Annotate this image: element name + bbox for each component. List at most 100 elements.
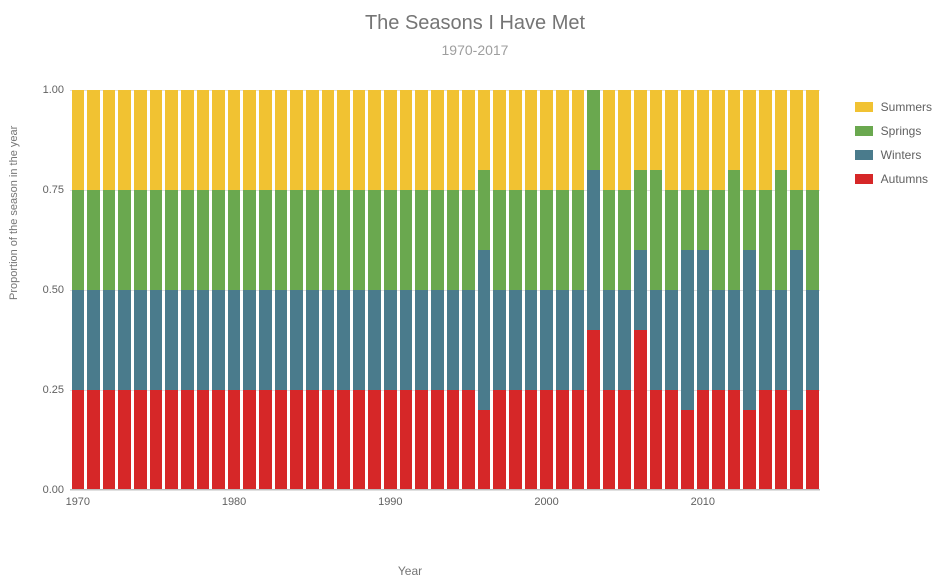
bar-seg-summers <box>618 90 631 190</box>
legend-swatch <box>855 150 873 160</box>
bar-seg-winters <box>743 250 756 410</box>
bar-seg-winters <box>759 290 772 390</box>
bar-seg-springs <box>572 190 585 290</box>
legend-item-springs: Springs <box>855 124 932 138</box>
bar-seg-winters <box>790 250 803 410</box>
bar-1991 <box>400 90 413 490</box>
bar-seg-autumns <box>743 410 756 490</box>
bar-2013 <box>743 90 756 490</box>
bar-seg-springs <box>322 190 335 290</box>
bar-seg-autumns <box>353 390 366 490</box>
bar-seg-summers <box>197 90 210 190</box>
bar-seg-summers <box>478 90 491 170</box>
bar-seg-summers <box>775 90 788 170</box>
bar-seg-winters <box>681 250 694 410</box>
x-tick-label: 1980 <box>222 496 246 508</box>
bar-seg-winters <box>415 290 428 390</box>
bar-seg-springs <box>478 170 491 250</box>
bar-seg-autumns <box>306 390 319 490</box>
bar-seg-autumns <box>87 390 100 490</box>
plot: 0.000.250.500.751.00 <box>70 90 820 490</box>
bar-seg-springs <box>243 190 256 290</box>
bar-1980 <box>228 90 241 490</box>
bar-seg-autumns <box>197 390 210 490</box>
bar-seg-winters <box>462 290 475 390</box>
bar-1972 <box>103 90 116 490</box>
bar-1990 <box>384 90 397 490</box>
bar-seg-winters <box>368 290 381 390</box>
bar-seg-winters <box>181 290 194 390</box>
legend-label: Summers <box>881 100 932 114</box>
bar-seg-springs <box>275 190 288 290</box>
bar-seg-autumns <box>587 330 600 490</box>
bar-seg-autumns <box>478 410 491 490</box>
legend-item-winters: Winters <box>855 148 932 162</box>
bar-2001 <box>556 90 569 490</box>
bar-seg-summers <box>493 90 506 190</box>
bar-seg-summers <box>790 90 803 190</box>
bar-seg-winters <box>353 290 366 390</box>
bar-seg-springs <box>337 190 350 290</box>
bar-seg-autumns <box>790 410 803 490</box>
bar-seg-summers <box>134 90 147 190</box>
bar-seg-winters <box>259 290 272 390</box>
bar-seg-summers <box>447 90 460 190</box>
bar-2007 <box>650 90 663 490</box>
legend-swatch <box>855 102 873 112</box>
y-tick-label: 1.00 <box>32 84 64 96</box>
bar-seg-springs <box>306 190 319 290</box>
bar-seg-springs <box>790 190 803 250</box>
bar-seg-winters <box>384 290 397 390</box>
bar-seg-summers <box>431 90 444 190</box>
bar-seg-summers <box>384 90 397 190</box>
bar-seg-winters <box>665 290 678 390</box>
x-tick-label: 1990 <box>378 496 402 508</box>
bar-2002 <box>572 90 585 490</box>
bar-seg-winters <box>650 290 663 390</box>
bar-seg-springs <box>665 190 678 290</box>
bar-2003 <box>587 90 600 490</box>
bar-seg-springs <box>197 190 210 290</box>
bar-seg-summers <box>368 90 381 190</box>
bar-seg-autumns <box>509 390 522 490</box>
bar-seg-springs <box>775 170 788 290</box>
bar-seg-winters <box>509 290 522 390</box>
bar-seg-summers <box>572 90 585 190</box>
bar-seg-springs <box>290 190 303 290</box>
legend-item-summers: Summers <box>855 100 932 114</box>
bar-seg-autumns <box>103 390 116 490</box>
bar-seg-springs <box>697 190 710 250</box>
bar-seg-winters <box>275 290 288 390</box>
bar-seg-springs <box>462 190 475 290</box>
bar-seg-autumns <box>322 390 335 490</box>
bar-seg-summers <box>181 90 194 190</box>
bar-seg-winters <box>618 290 631 390</box>
gridline <box>70 490 820 491</box>
bar-seg-springs <box>384 190 397 290</box>
bar-2017 <box>806 90 819 490</box>
bar-2004 <box>603 90 616 490</box>
y-tick-label: 0.25 <box>32 384 64 396</box>
bar-seg-winters <box>72 290 85 390</box>
bar-seg-autumns <box>337 390 350 490</box>
bar-1970 <box>72 90 85 490</box>
bar-1978 <box>197 90 210 490</box>
bar-seg-autumns <box>572 390 585 490</box>
plot-area: 0.000.250.500.751.00 1970198019902000201… <box>70 90 820 520</box>
bar-seg-autumns <box>603 390 616 490</box>
legend-item-autumns: Autumns <box>855 172 932 186</box>
legend-swatch <box>855 126 873 136</box>
bar-seg-autumns <box>462 390 475 490</box>
bar-2016 <box>790 90 803 490</box>
bar-seg-springs <box>415 190 428 290</box>
bar-seg-winters <box>431 290 444 390</box>
bar-seg-springs <box>447 190 460 290</box>
bar-seg-summers <box>415 90 428 190</box>
bar-seg-summers <box>87 90 100 190</box>
bar-seg-winters <box>400 290 413 390</box>
bar-seg-summers <box>556 90 569 190</box>
bar-seg-springs <box>806 190 819 290</box>
x-axis-labels: 19701980199020002010 <box>70 496 820 516</box>
bar-seg-winters <box>118 290 131 390</box>
bar-seg-winters <box>306 290 319 390</box>
